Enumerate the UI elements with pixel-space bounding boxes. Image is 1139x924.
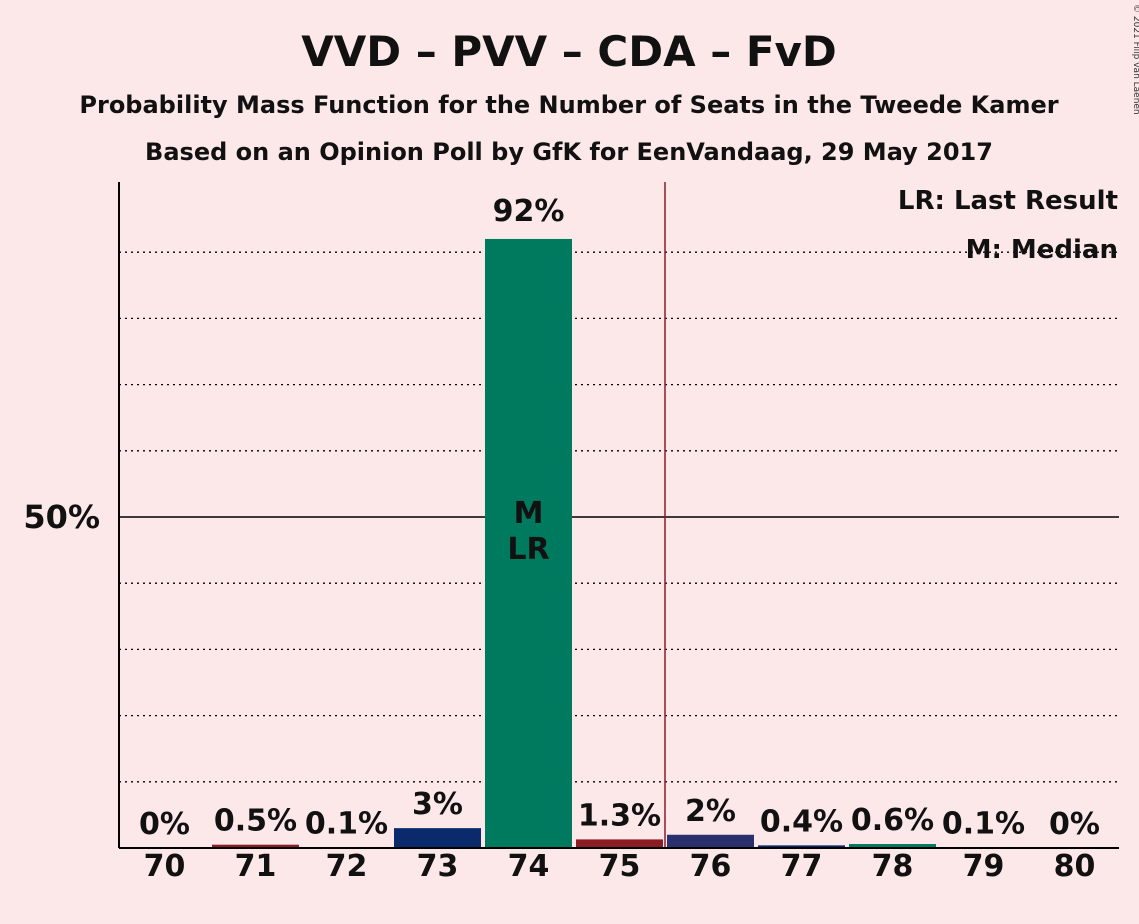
data-label-78: 0.6%	[851, 803, 934, 838]
bar-76	[667, 834, 754, 848]
data-label-74: 92%	[493, 194, 565, 229]
x-tick-79: 79	[963, 849, 1005, 884]
chart-subtitle: Probability Mass Function for the Number…	[79, 91, 1058, 119]
copyright-text: © 2021 Filip van Laenen	[1131, 4, 1139, 115]
x-tick-73: 73	[417, 849, 459, 884]
x-tick-72: 72	[326, 849, 368, 884]
bar-78	[849, 844, 936, 848]
data-label-77: 0.4%	[760, 804, 843, 839]
bar-77	[758, 845, 845, 848]
x-tick-77: 77	[781, 849, 823, 884]
bar-74	[485, 238, 572, 848]
x-tick-71: 71	[235, 849, 277, 884]
legend-median: M: Median	[966, 235, 1118, 265]
median-marker: M	[514, 496, 544, 531]
bar-71	[212, 844, 299, 848]
x-tick-70: 70	[144, 849, 186, 884]
x-tick-labels: 70 71 72 73 74 75 76 77 78 79 80	[144, 849, 1096, 884]
x-tick-80: 80	[1054, 849, 1096, 884]
gridlines	[119, 251, 1119, 783]
x-tick-74: 74	[508, 849, 550, 884]
bar-75	[576, 839, 663, 848]
data-label-72: 0.1%	[305, 806, 388, 841]
x-tick-78: 78	[872, 849, 914, 884]
bars	[212, 238, 1027, 848]
data-label-76: 2%	[685, 794, 736, 829]
data-label-75: 1.3%	[578, 798, 661, 833]
legend-last-result: LR: Last Result	[898, 186, 1118, 216]
x-tick-75: 75	[599, 849, 641, 884]
data-label-71: 0.5%	[214, 804, 297, 839]
data-label-70: 0%	[139, 807, 190, 842]
x-tick-76: 76	[690, 849, 732, 884]
bar-73	[394, 828, 481, 848]
chart-subtitle-2: Based on an Opinion Poll by GfK for EenV…	[145, 138, 993, 166]
y-tick-label: 50%	[23, 498, 100, 536]
data-label-80: 0%	[1049, 807, 1100, 842]
data-label-73: 3%	[412, 787, 463, 822]
chart-title: VVD – PVV – CDA – FvD	[301, 27, 837, 76]
data-label-79: 0.1%	[942, 806, 1025, 841]
last-result-marker: LR	[507, 532, 549, 567]
